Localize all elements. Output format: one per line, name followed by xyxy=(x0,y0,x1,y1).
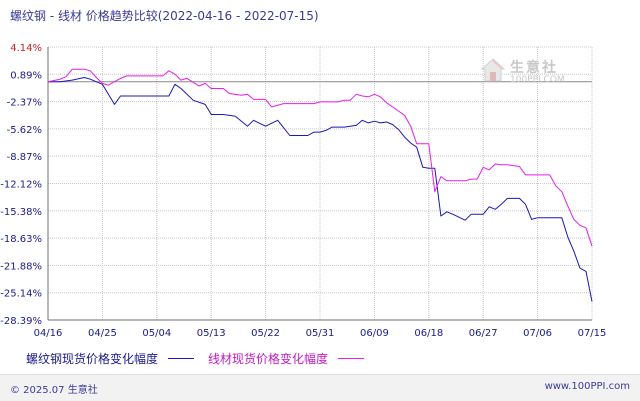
y-tick-label: -5.62% xyxy=(7,125,42,136)
series-line-wire xyxy=(47,68,593,247)
y-tick-label: -12.12% xyxy=(0,179,42,190)
x-tick-label: 06/18 xyxy=(414,328,443,339)
y-tick-label: -18.63% xyxy=(0,234,42,245)
footer-site-link[interactable]: www.100PPI.com xyxy=(544,381,630,392)
y-tick-label: -8.87% xyxy=(7,152,42,163)
watermark: 生意社 100PPI.COM xyxy=(480,55,580,91)
house-logo-icon xyxy=(480,58,506,82)
line-chart: 4.14% 0.89% -2.37% -5.62% -8.87% -12.12% -15.3… xyxy=(0,43,607,339)
x-tick-label: 05/04 xyxy=(142,328,171,339)
x-tick-label: 05/31 xyxy=(306,328,335,339)
series-line-rebar xyxy=(48,77,593,302)
x-tick-label: 04/25 xyxy=(88,328,117,339)
x-tick-label: 07/15 xyxy=(578,328,607,339)
x-tick-label: 07/06 xyxy=(523,328,552,339)
x-tick-label: 04/16 xyxy=(34,328,63,339)
footer-copyright: © 2025.07 生意社 xyxy=(10,385,98,396)
y-tick-label: -25.14% xyxy=(0,289,42,300)
x-tick-label: 05/13 xyxy=(197,328,226,339)
y-tick-label: -15.38% xyxy=(0,207,42,218)
axes xyxy=(47,47,592,321)
x-tick-label: 06/09 xyxy=(360,328,389,339)
y-tick-label: 0.89% xyxy=(10,70,42,81)
legend-label-wire: 线材现货价格变化幅度 xyxy=(208,352,329,366)
watermark-brand: 生意社 xyxy=(510,60,558,76)
y-tick-label: -28.39% xyxy=(0,316,42,327)
legend-label-rebar: 螺纹钢现货价格变化幅度 xyxy=(26,352,159,366)
watermark-url: 100PPI.COM xyxy=(510,75,565,85)
legend-swatch-rebar xyxy=(168,358,195,359)
chart-legend: 螺纹钢现货价格变化幅度 线材现货价格变化幅度 xyxy=(26,350,378,367)
legend-swatch-wire xyxy=(338,358,365,359)
y-tick-labels: 4.14% 0.89% -2.37% -5.62% -8.87% -12.12% -15.3… xyxy=(0,43,42,327)
chart-title: 螺纹钢 - 线材 价格趋势比较(2022-04-16 - 2022-07-15) xyxy=(10,9,319,23)
x-tick-label: 06/27 xyxy=(469,328,498,339)
x-tick-label: 05/22 xyxy=(251,328,280,339)
y-tick-label: -21.88% xyxy=(0,261,42,272)
footer-bar: © 2025.07 生意社 www.100PPI.com xyxy=(0,374,640,401)
y-tick-label: -2.37% xyxy=(7,98,42,109)
series-lines xyxy=(47,68,593,302)
y-tick-label: 4.14% xyxy=(10,43,42,54)
x-tick-labels: 04/16 04/25 05/04 05/13 05/22 05/31 06/09 06/18… xyxy=(34,328,607,339)
